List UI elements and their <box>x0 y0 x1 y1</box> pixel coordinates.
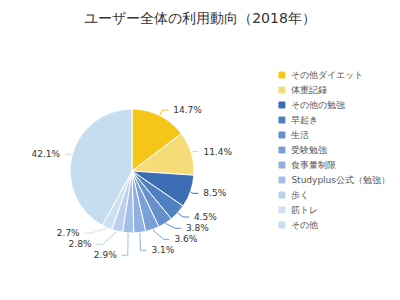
svg-text:体重記録: 体重記録 <box>291 85 327 95</box>
svg-text:筋トレ: 筋トレ <box>291 205 318 215</box>
svg-text:その他の勉強: その他の勉強 <box>291 100 345 110</box>
svg-text:ユーザー全体の利用動向（2018年）: ユーザー全体の利用動向（2018年） <box>84 10 316 26</box>
svg-text:3.8%: 3.8% <box>186 223 209 233</box>
svg-text:歩く: 歩く <box>291 190 309 200</box>
svg-text:3.1%: 3.1% <box>152 245 175 255</box>
svg-text:2.8%: 2.8% <box>69 239 92 249</box>
svg-text:2.9%: 2.9% <box>94 250 117 260</box>
svg-text:3.6%: 3.6% <box>174 234 197 244</box>
svg-text:生活: 生活 <box>291 130 309 140</box>
svg-text:受験勉強: 受験勉強 <box>291 145 327 155</box>
svg-text:その他: その他 <box>291 220 318 230</box>
svg-text:2.7%: 2.7% <box>57 228 80 238</box>
svg-text:早起き: 早起き <box>291 115 318 125</box>
svg-text:14.7%: 14.7% <box>173 105 202 115</box>
svg-text:食事量制限: 食事量制限 <box>291 160 336 170</box>
svg-text:42.1%: 42.1% <box>32 149 61 159</box>
svg-text:8.5%: 8.5% <box>203 188 226 198</box>
svg-text:4.5%: 4.5% <box>194 212 217 222</box>
svg-text:Studyplus公式（勉強）: Studyplus公式（勉強） <box>291 175 390 185</box>
svg-text:その他ダイエット: その他ダイエット <box>291 70 363 80</box>
svg-text:11.4%: 11.4% <box>203 147 232 157</box>
